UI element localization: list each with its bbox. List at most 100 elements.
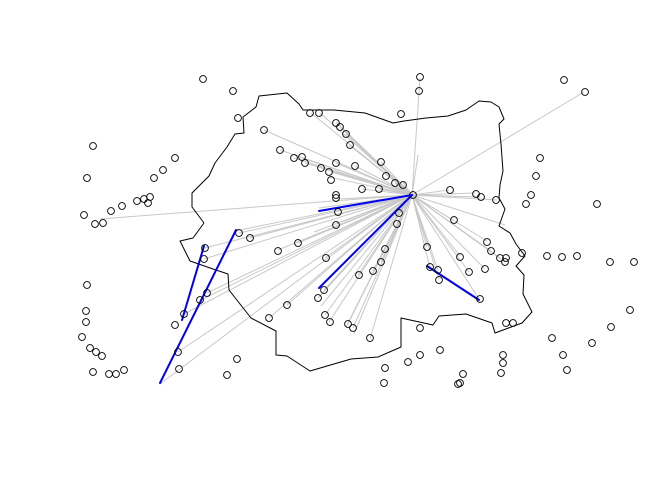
data-point xyxy=(477,193,485,201)
data-point xyxy=(294,239,302,247)
data-point xyxy=(377,258,385,266)
edge-line xyxy=(411,194,506,226)
edge-line xyxy=(411,194,498,201)
data-point xyxy=(459,370,467,378)
data-point xyxy=(415,87,423,95)
data-point xyxy=(393,220,401,228)
data-point xyxy=(89,368,97,376)
data-point xyxy=(276,146,284,154)
data-point xyxy=(375,185,383,193)
data-point xyxy=(298,153,306,161)
data-point xyxy=(416,351,424,359)
data-point xyxy=(395,209,403,217)
data-point xyxy=(377,158,385,166)
data-point xyxy=(532,172,540,180)
data-point xyxy=(476,295,484,303)
edge-line xyxy=(301,157,413,196)
highlight-edge xyxy=(159,229,237,384)
highlight-edge xyxy=(318,194,413,212)
data-point xyxy=(78,333,86,341)
data-point xyxy=(223,371,231,379)
data-point xyxy=(391,179,399,187)
data-point xyxy=(435,276,443,284)
edge-line xyxy=(345,194,413,328)
data-point xyxy=(344,320,352,328)
data-point xyxy=(290,154,298,162)
data-point xyxy=(332,221,340,229)
data-point xyxy=(499,351,507,359)
data-point xyxy=(235,229,243,237)
data-point xyxy=(321,311,329,319)
edge-line xyxy=(203,194,413,260)
data-point xyxy=(509,319,517,327)
data-point xyxy=(180,310,188,318)
data-point xyxy=(83,281,91,289)
data-point xyxy=(499,359,507,367)
data-point xyxy=(522,200,530,208)
data-point xyxy=(501,258,509,266)
data-point xyxy=(171,321,179,329)
data-point xyxy=(456,253,464,261)
edge-line xyxy=(411,194,486,270)
data-point xyxy=(381,245,389,253)
edge-line xyxy=(330,171,413,196)
data-point xyxy=(409,191,417,199)
edge-line xyxy=(320,194,413,307)
data-point xyxy=(358,185,366,193)
data-point xyxy=(518,249,526,257)
data-point xyxy=(133,197,141,205)
data-point xyxy=(434,266,442,274)
data-point xyxy=(175,365,183,373)
region-boundary xyxy=(179,92,533,372)
edge-line xyxy=(335,121,413,196)
data-point xyxy=(416,324,424,332)
data-point xyxy=(306,109,314,117)
data-point xyxy=(317,164,325,172)
edge-line xyxy=(99,194,413,220)
data-point xyxy=(246,234,254,242)
data-point xyxy=(366,334,374,342)
data-point xyxy=(120,366,128,374)
data-point xyxy=(322,254,330,262)
data-point xyxy=(171,154,179,162)
edge-line xyxy=(411,194,506,263)
data-point xyxy=(487,247,495,255)
data-point xyxy=(98,352,106,360)
data-point xyxy=(563,366,571,374)
data-point xyxy=(588,339,596,347)
data-point xyxy=(234,114,242,122)
data-point xyxy=(159,166,167,174)
data-point xyxy=(548,334,556,342)
edge-line xyxy=(411,194,480,300)
data-point xyxy=(327,176,335,184)
data-point xyxy=(332,194,340,202)
data-point xyxy=(150,174,158,182)
edge-line xyxy=(378,188,413,196)
data-point xyxy=(492,196,500,204)
edge-line xyxy=(369,194,413,340)
data-point xyxy=(626,306,634,314)
data-point xyxy=(349,324,357,332)
data-point xyxy=(201,244,209,252)
data-point xyxy=(446,186,454,194)
data-point xyxy=(199,75,207,83)
data-point xyxy=(426,263,434,271)
data-point xyxy=(436,346,444,354)
data-point xyxy=(200,255,208,263)
data-point xyxy=(82,307,90,315)
data-point xyxy=(496,254,504,262)
edges-layer xyxy=(99,77,585,385)
data-point xyxy=(351,162,359,170)
data-point xyxy=(203,289,211,297)
data-point xyxy=(497,369,505,377)
data-point xyxy=(332,119,340,127)
data-point xyxy=(630,258,638,266)
data-point xyxy=(416,73,424,81)
data-point xyxy=(450,216,458,224)
data-point xyxy=(229,87,237,95)
data-point xyxy=(404,358,412,366)
data-point xyxy=(593,200,601,208)
edge-line xyxy=(200,194,413,301)
data-point xyxy=(397,110,405,118)
